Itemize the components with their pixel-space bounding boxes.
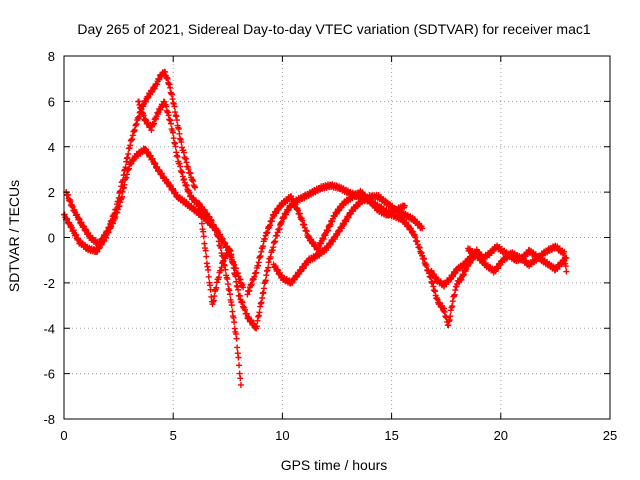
data-point (232, 273, 239, 280)
data-point (171, 103, 178, 110)
data-point (237, 381, 244, 388)
data-point (262, 277, 269, 284)
series-8 (465, 242, 570, 276)
data-point (211, 293, 218, 300)
data-point (202, 247, 209, 254)
data-point (256, 309, 263, 316)
y-tick-label: 4 (48, 140, 55, 155)
data-point (563, 268, 570, 275)
data-point (178, 139, 185, 146)
data-point (237, 375, 244, 382)
data-point (260, 285, 267, 292)
series-5 (244, 187, 408, 298)
y-tick-labels: -8 -6 -4 -2 0 2 4 6 8 (43, 49, 55, 427)
x-tick-label: 0 (60, 428, 67, 443)
y-tick-label: -4 (43, 321, 55, 336)
data-point (113, 206, 120, 213)
data-point (198, 213, 205, 220)
x-tick-label: 15 (384, 428, 398, 443)
y-tick-label: 6 (48, 94, 55, 109)
data-point (230, 264, 237, 271)
data-point (562, 263, 569, 270)
data-point (119, 193, 126, 200)
data-point (169, 129, 176, 136)
x-tick-label: 5 (170, 428, 177, 443)
data-point (231, 319, 238, 326)
x-tick-label: 10 (275, 428, 289, 443)
data-point (205, 273, 212, 280)
data-point (205, 266, 212, 273)
series-2 (63, 68, 199, 249)
data-point (226, 291, 233, 298)
data-point (213, 284, 220, 291)
x-tick-label: 20 (494, 428, 508, 443)
data-point (447, 313, 454, 320)
data-point (203, 253, 210, 260)
data-points (61, 68, 570, 388)
y-tick-label: -6 (43, 367, 55, 382)
data-point (561, 255, 568, 262)
x-tick-labels: 0 5 10 15 20 25 (60, 428, 617, 443)
data-point (233, 335, 240, 342)
y-tick-label: -8 (43, 412, 55, 427)
axis-ticks (63, 55, 611, 420)
data-point (198, 220, 205, 227)
data-point (192, 184, 199, 191)
data-point (240, 284, 247, 291)
y-tick-label: -2 (43, 276, 55, 291)
series-6 (270, 192, 426, 287)
data-point (228, 302, 235, 309)
series-4 (196, 181, 478, 332)
data-point (236, 362, 243, 369)
chart-title: Day 265 of 2021, Sidereal Day-to-day VTE… (77, 21, 590, 37)
y-tick-label: 0 (48, 231, 55, 246)
series-1 (61, 145, 247, 291)
y-axis-label: SDTVAR / TECUs (6, 180, 22, 292)
series-3 (135, 98, 244, 388)
data-point (172, 143, 179, 150)
y-tick-label: 2 (48, 185, 55, 200)
data-point (222, 266, 229, 273)
data-point (401, 202, 408, 209)
x-tick-label: 25 (603, 428, 617, 443)
data-point (253, 323, 260, 330)
data-point (419, 225, 426, 232)
data-point (125, 150, 132, 157)
data-point (122, 164, 129, 171)
x-axis-label: GPS time / hours (281, 457, 388, 473)
data-point (168, 120, 175, 127)
data-point (173, 117, 180, 124)
y-tick-label: 8 (48, 49, 55, 64)
data-point (235, 286, 242, 293)
data-point (265, 264, 272, 271)
data-point (217, 244, 224, 251)
data-point (200, 233, 207, 240)
data-point (234, 344, 241, 351)
data-point (224, 276, 231, 283)
data-point (561, 248, 568, 255)
data-point (272, 238, 279, 245)
data-point (196, 200, 203, 207)
data-point (228, 251, 235, 258)
data-point (235, 354, 242, 361)
